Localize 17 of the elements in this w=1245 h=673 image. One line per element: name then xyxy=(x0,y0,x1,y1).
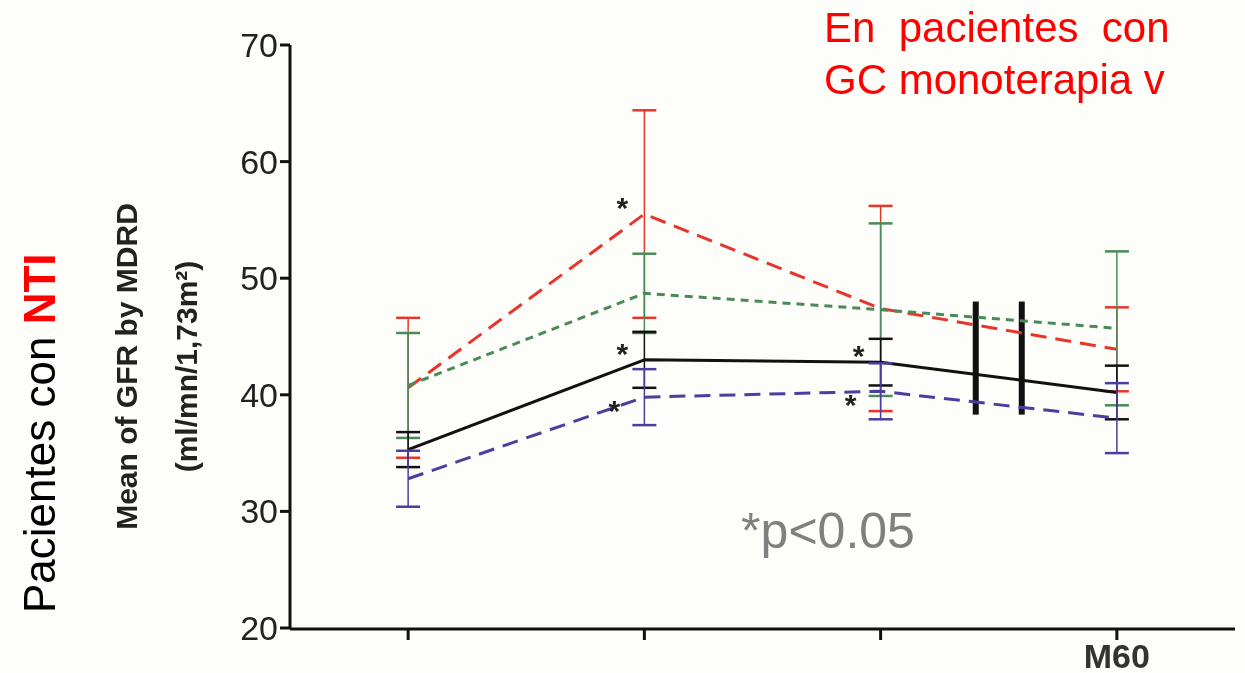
y-tick-label: 30 xyxy=(240,492,278,531)
y-tick-label: 60 xyxy=(240,142,278,181)
data-label: * xyxy=(616,191,629,225)
data-label: * xyxy=(616,336,629,370)
data-label: * xyxy=(852,339,865,373)
annotation: En pacientes con xyxy=(824,4,1170,51)
text: Pacientes con NTI xyxy=(15,253,64,613)
annotation: *p<0.05 xyxy=(741,503,915,559)
y-axis-title: Mean of GFR by MDRD (ml/mn/1,73m²) xyxy=(110,203,203,530)
x-tick-label: M60 xyxy=(1083,637,1150,673)
annotation: GC monoterapia v xyxy=(824,56,1165,103)
y-tick-label: 20 xyxy=(240,609,278,647)
data-label: * xyxy=(844,388,857,422)
y-tick-label: 70 xyxy=(240,26,278,64)
y-tick-label: 40 xyxy=(240,375,278,414)
y-tick-label: 50 xyxy=(240,259,278,298)
data-label: * xyxy=(608,394,621,428)
